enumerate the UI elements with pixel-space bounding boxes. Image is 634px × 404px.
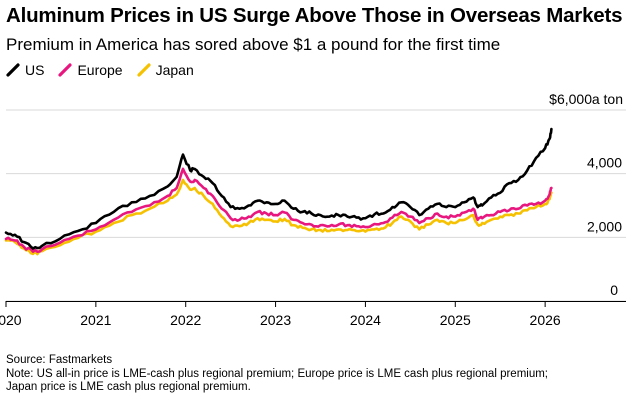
x-tick-label-2021: 2021 [80,312,111,328]
series-line-japan [4,178,553,256]
y-unit-label: a ton [592,91,623,107]
chart-subtitle: Premium in America has sored above $1 a … [6,35,501,54]
legend-label-europe: Europe [77,62,123,78]
legend-item-us: US [6,62,44,78]
legend-label-us: US [25,62,45,78]
legend-swatch-europe [58,63,73,77]
x-tick-label-2022: 2022 [170,312,201,328]
y-tick-label-0: 0 [610,282,618,298]
methodology-note-line-1: Note: US all-in price is LME-cash plus r… [6,367,548,380]
x-tick-label-2024: 2024 [350,312,381,328]
methodology-note-line-2: Japan price is LME cash plus regional pr… [6,381,251,394]
legend-item-europe: Europe [58,62,123,78]
y-tick-label-2000: 2,000 [587,218,622,234]
source-note: Source: Fastmarkets [6,354,113,366]
series-line-europe [4,167,553,253]
series-line-us [4,127,553,250]
legend-swatch-us [6,63,20,77]
legend-item-japan: Japan [137,62,194,78]
legend: US Europe Japan [6,62,208,78]
y-tick-label-6000: $6,000 [549,91,592,107]
x-tick-label-2025: 2025 [440,312,471,328]
y-tick-label-4000: 4,000 [587,155,622,171]
legend-swatch-japan [137,63,151,77]
legend-label-japan: Japan [155,62,194,78]
x-tick-label-2023: 2023 [260,312,291,328]
footer-notes: Source: Fastmarkets Note: US all-in pric… [6,354,628,395]
x-tick-label-2026: 2026 [530,312,561,328]
chart-title: Aluminum Prices in US Surge Above Those … [6,4,623,27]
